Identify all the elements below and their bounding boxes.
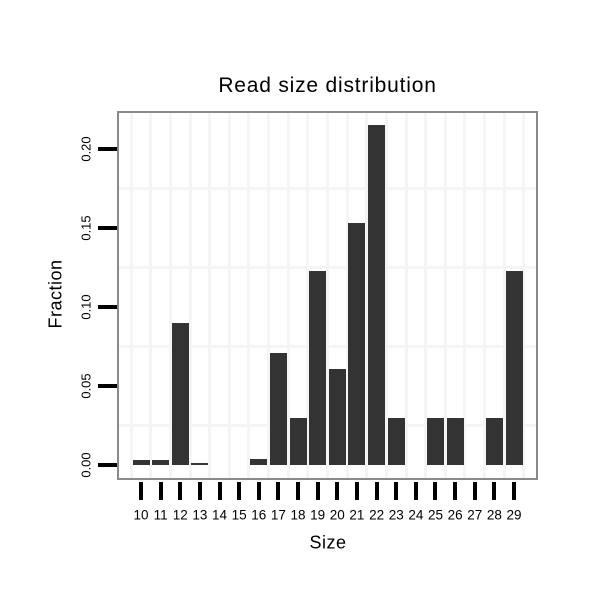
horizontal-gridline xyxy=(119,266,536,269)
x-axis-tick xyxy=(139,482,143,500)
x-axis-tick-label: 13 xyxy=(192,507,208,523)
bar-size-16 xyxy=(250,458,268,465)
x-axis-tick-label: 11 xyxy=(153,507,168,523)
y-axis-title: Fraction xyxy=(45,259,66,329)
bar-size-25 xyxy=(426,417,444,465)
vertical-gridline xyxy=(365,113,369,478)
vertical-gridline xyxy=(227,113,231,478)
bar-size-17 xyxy=(269,352,287,465)
plot-panel xyxy=(117,111,538,480)
x-axis-tick-label: 15 xyxy=(231,507,247,523)
vertical-gridline xyxy=(483,113,487,478)
y-axis-tick xyxy=(98,463,117,467)
x-axis-tick-label: 16 xyxy=(251,507,267,523)
y-axis-tick-label: 0.10 xyxy=(78,294,94,320)
vertical-gridline xyxy=(443,113,447,478)
x-axis-tick-label: 14 xyxy=(212,507,228,523)
x-axis-tick-label: 10 xyxy=(133,507,149,523)
bar-size-23 xyxy=(387,417,405,465)
vertical-gridline xyxy=(404,113,408,478)
chart-title: Read size distribution xyxy=(218,74,437,97)
vertical-gridline xyxy=(149,113,153,478)
x-axis-tick xyxy=(453,482,458,500)
bar-size-12 xyxy=(171,322,189,465)
y-axis-tick xyxy=(98,226,117,230)
vertical-gridline xyxy=(345,113,349,478)
x-axis-tick xyxy=(296,482,301,500)
x-axis-tick-label: 22 xyxy=(369,507,385,523)
x-axis-tick-label: 17 xyxy=(270,507,286,523)
bar-size-29 xyxy=(505,270,523,465)
x-axis-tick xyxy=(433,482,438,500)
x-axis-title: Size xyxy=(309,532,347,553)
x-axis-tick-label: 28 xyxy=(486,507,502,523)
x-axis-tick xyxy=(197,482,202,500)
vertical-gridline xyxy=(247,113,251,478)
bar-size-20 xyxy=(328,368,346,465)
bar-size-26 xyxy=(446,417,464,465)
x-axis-tick xyxy=(374,482,379,500)
vertical-gridline xyxy=(168,113,172,478)
bar-size-10 xyxy=(132,460,150,465)
x-axis-tick xyxy=(335,482,340,500)
vertical-gridline xyxy=(208,113,212,478)
bar-size-28 xyxy=(485,417,503,465)
x-axis-tick-label: 24 xyxy=(408,507,424,523)
x-axis-tick xyxy=(512,482,516,500)
horizontal-gridline xyxy=(119,424,536,427)
horizontal-gridline xyxy=(119,187,536,190)
x-axis-tick-label: 25 xyxy=(427,507,443,523)
x-axis-tick xyxy=(354,482,359,500)
x-axis-tick xyxy=(413,482,418,500)
vertical-gridline xyxy=(286,113,290,478)
y-axis-tick xyxy=(98,384,117,388)
x-axis-tick-label: 20 xyxy=(329,507,345,523)
bar-size-11 xyxy=(152,460,170,465)
y-axis-tick xyxy=(98,305,117,309)
y-axis-tick-label: 0.00 xyxy=(78,452,94,478)
x-axis-tick xyxy=(217,482,222,500)
x-axis-tick xyxy=(276,482,281,500)
y-axis-tick xyxy=(98,147,117,151)
y-axis-tick-label: 0.05 xyxy=(78,373,94,399)
x-axis-tick-label: 23 xyxy=(388,507,404,523)
bar-size-19 xyxy=(309,270,327,465)
vertical-gridline xyxy=(463,113,467,478)
bar-size-13 xyxy=(191,462,209,465)
y-axis-tick-label: 0.15 xyxy=(78,215,94,241)
x-axis-tick xyxy=(394,482,399,500)
vertical-gridline xyxy=(306,113,310,478)
vertical-gridline xyxy=(522,113,526,478)
x-axis-tick xyxy=(158,482,163,500)
x-axis-tick xyxy=(472,482,477,500)
x-axis-tick xyxy=(178,482,183,500)
x-axis-tick xyxy=(237,482,242,500)
x-axis-tick-label: 29 xyxy=(506,507,522,523)
x-axis-tick-label: 26 xyxy=(447,507,463,523)
x-axis-tick-label: 21 xyxy=(349,507,365,523)
x-axis-tick-label: 19 xyxy=(310,507,326,523)
vertical-gridline xyxy=(188,113,192,478)
x-axis-tick xyxy=(315,482,320,500)
vertical-gridline xyxy=(129,113,133,478)
vertical-gridline xyxy=(424,113,428,478)
x-axis-tick-label: 27 xyxy=(467,507,483,523)
bar-size-22 xyxy=(368,125,386,465)
vertical-gridline xyxy=(267,113,271,478)
vertical-gridline xyxy=(384,113,388,478)
y-axis-tick-label: 0.20 xyxy=(78,136,94,162)
x-axis-tick-label: 12 xyxy=(172,507,188,523)
x-axis-tick xyxy=(492,482,497,500)
vertical-gridline xyxy=(502,113,506,478)
x-axis-tick-label: 18 xyxy=(290,507,306,523)
vertical-gridline xyxy=(326,113,329,478)
bar-size-18 xyxy=(289,417,307,465)
horizontal-gridline xyxy=(119,345,536,348)
bar-size-21 xyxy=(348,223,366,465)
x-axis-tick xyxy=(256,482,261,500)
